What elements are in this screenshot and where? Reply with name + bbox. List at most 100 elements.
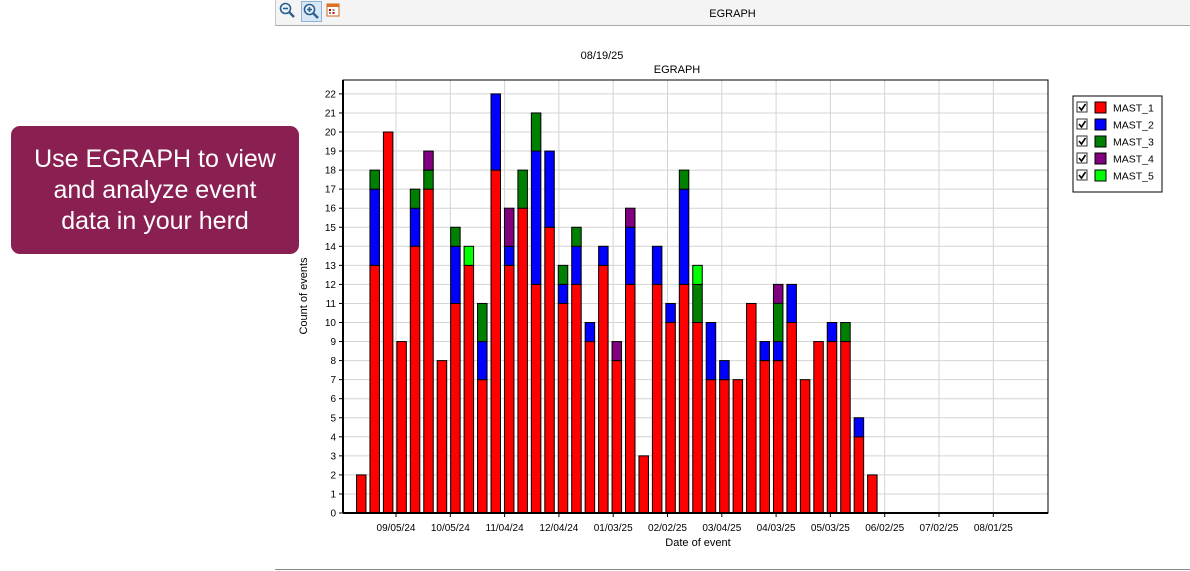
bar-segment-mast_2 <box>584 322 596 343</box>
y-tick-label: 18 <box>325 166 337 177</box>
bar-segment-mast_1 <box>517 207 528 514</box>
legend-checkbox <box>1076 101 1088 113</box>
bar-segment-mast_2 <box>665 302 676 324</box>
legend-swatch <box>1094 118 1107 131</box>
bar-segment-mast_3 <box>369 169 380 190</box>
x-tick-label: 07/02/25 <box>920 523 959 534</box>
bar-segment-mast_1 <box>772 360 784 514</box>
legend-swatch <box>1094 101 1107 114</box>
bar-segment-mast_1 <box>503 264 515 514</box>
bar-segment-mast_1 <box>759 360 770 514</box>
bar-segment-mast_3 <box>692 283 703 323</box>
bar-segment-mast_2 <box>853 417 865 438</box>
bar-segment-mast_1 <box>705 379 717 514</box>
legend-item-mast_5[interactable]: MAST_5 <box>1076 169 1154 183</box>
bar-segment-mast_3 <box>517 169 528 209</box>
legend-label: MAST_3 <box>1113 137 1154 149</box>
bar-segment-mast_2 <box>450 245 461 304</box>
bar-segment-mast_1 <box>436 360 448 514</box>
bar-segment-mast_4 <box>625 207 636 228</box>
x-tick-label: 06/02/25 <box>865 523 904 534</box>
bar-segment-mast_3 <box>840 322 851 343</box>
check-icon <box>1078 137 1087 146</box>
legend-label: MAST_4 <box>1113 154 1154 166</box>
zoom-out-button[interactable] <box>278 1 299 22</box>
x-tick-label: 04/03/25 <box>757 523 796 534</box>
zoom-in-icon <box>303 3 319 19</box>
y-tick-label: 1 <box>330 489 336 500</box>
bar-segment-mast_1 <box>719 379 730 514</box>
bar-segment-mast_1 <box>409 245 421 514</box>
y-tick-label: 16 <box>325 204 337 215</box>
bar-segment-mast_3 <box>423 169 434 190</box>
bar-segment-mast_1 <box>571 283 582 514</box>
x-axis-label: Date of event <box>665 537 730 549</box>
check-icon <box>1078 154 1087 163</box>
bar-segment-mast_3 <box>450 226 461 247</box>
bar-segment-mast_1 <box>450 302 461 514</box>
bar-segment-mast_1 <box>423 188 434 514</box>
y-tick-label: 9 <box>330 337 336 348</box>
bar-segment-mast_5 <box>463 245 475 266</box>
bar-segment-mast_3 <box>477 302 488 343</box>
bar-segment-mast_2 <box>786 283 797 323</box>
calendar-icon <box>326 3 340 17</box>
bar-segment-mast_2 <box>409 207 421 247</box>
bar-segment-mast_2 <box>369 188 380 266</box>
bar-segment-mast_1 <box>356 474 367 514</box>
callout-line: Use EGRAPH to view <box>34 145 276 173</box>
bottom-divider <box>275 569 1190 570</box>
bar-segment-mast_2 <box>826 322 838 343</box>
calendar-button[interactable] <box>324 1 345 22</box>
y-tick-label: 11 <box>326 299 337 310</box>
y-tick-label: 3 <box>330 451 336 462</box>
bar-segment-mast_2 <box>530 150 542 285</box>
legend-item-mast_4[interactable]: MAST_4 <box>1076 152 1154 166</box>
legend-checkbox <box>1076 152 1088 164</box>
y-tick-label: 17 <box>325 185 337 196</box>
bar-segment-mast_2 <box>719 360 730 381</box>
legend-label: MAST_2 <box>1113 120 1154 132</box>
bar-segment-mast_4 <box>423 150 434 171</box>
callout-line: data in your herd <box>61 207 249 235</box>
bar-segment-mast_2 <box>625 226 636 285</box>
bar-segment-mast_2 <box>477 341 488 381</box>
x-tick-label: 10/05/24 <box>431 523 470 534</box>
legend-item-mast_3[interactable]: MAST_3 <box>1076 135 1154 149</box>
bar-segment-mast_1 <box>463 264 475 514</box>
bar-segment-mast_1 <box>584 341 596 514</box>
legend-item-mast_1[interactable]: MAST_1 <box>1076 101 1154 115</box>
bar-segment-mast_1 <box>382 131 394 514</box>
bar-segment-mast_2 <box>503 245 515 266</box>
y-tick-label: 22 <box>325 89 337 100</box>
bar-segment-mast_4 <box>611 341 623 362</box>
bar-segment-mast_1 <box>611 360 623 514</box>
bar-segment-mast_1 <box>530 283 542 514</box>
bar-segment-mast_3 <box>409 188 421 209</box>
bar-segment-mast_1 <box>490 169 501 514</box>
toolbar <box>275 0 1190 26</box>
y-tick-label: 15 <box>325 223 337 234</box>
y-tick-label: 4 <box>330 432 336 443</box>
bar-segment-mast_2 <box>651 245 663 285</box>
bar-segment-mast_2 <box>557 283 569 304</box>
zoom-in-button[interactable] <box>301 1 322 22</box>
bar-segment-mast_1 <box>692 322 703 514</box>
y-axis-label: Count of events <box>298 257 310 335</box>
check-icon <box>1078 171 1087 180</box>
x-tick-label: 01/03/25 <box>594 523 633 534</box>
bar-segment-mast_3 <box>530 112 542 152</box>
legend-checkbox <box>1076 169 1088 181</box>
bar-segment-mast_1 <box>651 283 663 514</box>
y-tick-label: 2 <box>330 470 336 481</box>
x-tick-label: 08/01/25 <box>974 523 1013 534</box>
legend-item-mast_2[interactable]: MAST_2 <box>1076 118 1154 132</box>
bar-segment-mast_1 <box>396 341 407 514</box>
y-tick-label: 5 <box>330 413 336 424</box>
zoom-out-icon <box>279 2 295 18</box>
bar-segment-mast_2 <box>759 341 770 362</box>
x-tick-label: 12/04/24 <box>539 523 578 534</box>
bar-segment-mast_1 <box>853 436 865 514</box>
bar-segment-mast_1 <box>746 302 757 514</box>
y-tick-label: 10 <box>325 318 337 329</box>
